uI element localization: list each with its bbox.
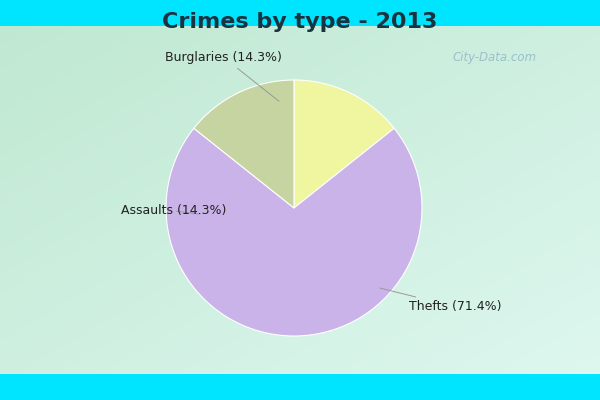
Text: Burglaries (14.3%): Burglaries (14.3%): [165, 51, 282, 101]
Wedge shape: [166, 128, 422, 336]
Text: City-Data.com: City-Data.com: [453, 52, 537, 64]
Text: Assaults (14.3%): Assaults (14.3%): [121, 204, 227, 218]
Wedge shape: [294, 80, 394, 208]
Text: Crimes by type - 2013: Crimes by type - 2013: [163, 12, 437, 32]
Wedge shape: [194, 80, 294, 208]
Text: Thefts (71.4%): Thefts (71.4%): [380, 288, 502, 314]
